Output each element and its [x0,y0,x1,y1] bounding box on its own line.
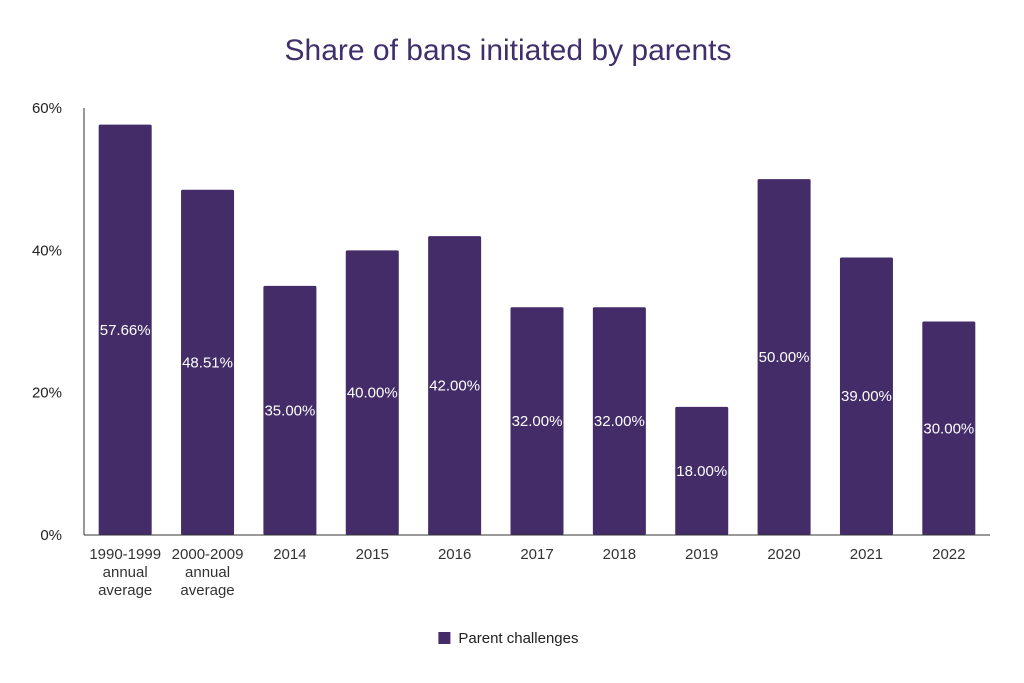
bar [510,307,564,535]
data-label: 32.00% [512,413,563,430]
x-tick-label: 2021 [850,546,883,563]
bars: 57.66% 48.51% 35.00% 40.00% 42.00% 32.00% 32.0… [98,124,976,536]
bar [428,236,482,535]
data-label: 50.00% [759,349,810,366]
bar [592,307,646,535]
y-tick-label: 0% [40,527,62,544]
x-tick-label: 2000-2009 annual average [172,546,244,599]
bar [757,179,811,535]
y-tick-label: 20% [32,385,62,402]
data-label: 40.00% [347,385,398,402]
data-label: 18.00% [676,463,727,480]
bar [839,257,893,535]
bar [181,189,235,535]
legend-label: Parent challenges [458,630,578,647]
bar [345,250,399,536]
x-tick-label: 2022 [932,546,965,563]
x-tick-label: 2014 [273,546,306,563]
data-label: 32.00% [594,413,645,430]
x-tick-label: 1990-1999 annual average [89,546,161,599]
chart-title: Share of bans initiated by parents [285,34,732,67]
data-label: 42.00% [429,378,480,395]
x-tick-label: 2019 [685,546,718,563]
bar [263,285,317,535]
bar [675,406,729,535]
data-label: 35.00% [264,402,315,419]
bar [922,321,976,535]
x-tick-label: 2016 [438,546,471,563]
y-tick-label: 40% [32,242,62,259]
data-label: 39.00% [841,388,892,405]
x-tick-label: 2017 [520,546,553,563]
y-tick-label: 60% [32,100,62,117]
x-tick-label: 2015 [356,546,389,563]
data-label: 48.51% [182,354,233,371]
data-label: 30.00% [923,420,974,437]
x-tick-label: 2018 [603,546,636,563]
legend: Parent challenges [438,630,578,647]
data-label: 57.66% [100,322,151,339]
y-axis: 0% 20% 40% 60% [32,100,85,544]
bar [98,124,152,535]
x-tick-label: 2020 [767,546,800,563]
legend-swatch [438,632,451,644]
